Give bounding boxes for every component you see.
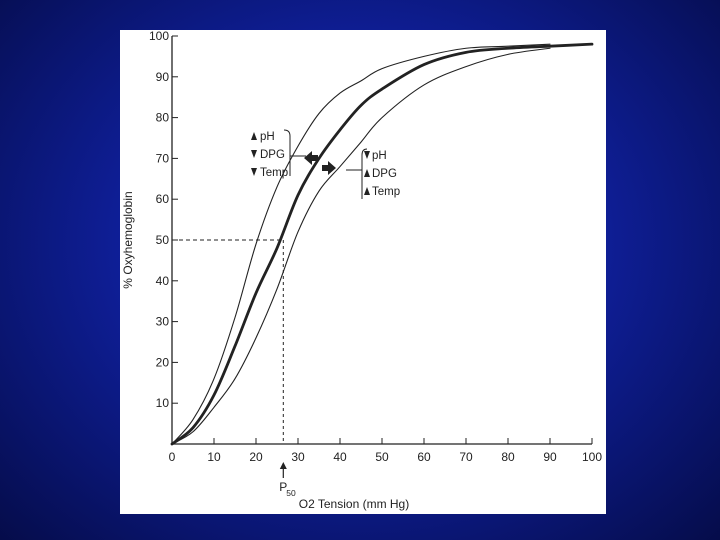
right-shift-arrow-icon	[364, 151, 370, 159]
left-shift-label: pH	[260, 131, 275, 143]
y-tick-label: 100	[149, 30, 169, 43]
curves	[170, 42, 594, 446]
y-tick-label: 80	[156, 111, 170, 125]
series-line-1	[171, 43, 551, 445]
y-tick-label: 90	[156, 70, 170, 84]
left-shift-arrow-icon	[251, 150, 257, 158]
y-tick-label: 50	[156, 233, 170, 247]
x-tick-label: 70	[459, 450, 473, 464]
x-tick-label: 80	[501, 450, 515, 464]
x-axis-title: O2 Tension (mm Hg)	[299, 497, 409, 511]
series-line-2	[170, 42, 594, 446]
x-tick-label: 60	[417, 450, 431, 464]
left-shift-arrow-icon	[251, 168, 257, 176]
figure-panel: 0 10 20 30 40 50 60 70 80 90 100 10 20 30 40 50 60 70 80 90…	[120, 29, 606, 514]
y-tick-label: 20	[156, 355, 170, 369]
left-bracket	[283, 129, 291, 176]
p50-label-subscript: 50	[286, 488, 296, 498]
x-tick-label: 40	[333, 450, 347, 464]
x-tick-label: 10	[207, 450, 221, 464]
x-tick-label: 0	[169, 450, 176, 464]
series-line-3	[171, 47, 551, 445]
oxyhemoglobin-dissociation-chart: 0 10 20 30 40 50 60 70 80 90 100 10 20 30 40 50 60 70 80 90…	[121, 29, 602, 511]
right-shift-label: pH	[372, 150, 387, 162]
y-tick-label: 10	[156, 396, 170, 410]
y-tick-label: 70	[156, 151, 170, 165]
left-shift-arrow-icon	[251, 132, 257, 140]
x-tick-label: 50	[375, 450, 389, 464]
y-tick-label: 40	[156, 274, 170, 288]
right-bracket	[361, 148, 368, 199]
right-shift-label: DPG	[372, 168, 397, 180]
left-shift-label: Temp	[260, 167, 288, 179]
y-tick-label: 60	[156, 192, 170, 206]
x-tick-label: 100	[582, 450, 602, 464]
shift-annotations: pH DPG Temp pH DPG Temp	[251, 129, 400, 199]
left-shift-arrow	[304, 151, 318, 165]
y-tick-label: 30	[156, 315, 170, 329]
left-shift-label: DPG	[260, 149, 285, 161]
y-axis-title: % Oxyhemoglobin	[121, 191, 135, 288]
x-tick-label: 30	[291, 450, 305, 464]
right-shift-arrow-icon	[364, 169, 370, 177]
right-shift-arrow-icon	[364, 187, 370, 195]
p50-label: P	[279, 480, 287, 494]
axes: 0 10 20 30 40 50 60 70 80 90 100 10 20 30 40 50 60 70 80 90…	[149, 29, 602, 464]
right-shift-label: Temp	[372, 186, 400, 198]
x-tick-label: 20	[249, 450, 263, 464]
right-shift-arrow	[322, 161, 336, 175]
x-tick-label: 90	[543, 450, 557, 464]
p50-arrow-head	[279, 462, 287, 469]
p50-marker: P50	[172, 239, 296, 498]
